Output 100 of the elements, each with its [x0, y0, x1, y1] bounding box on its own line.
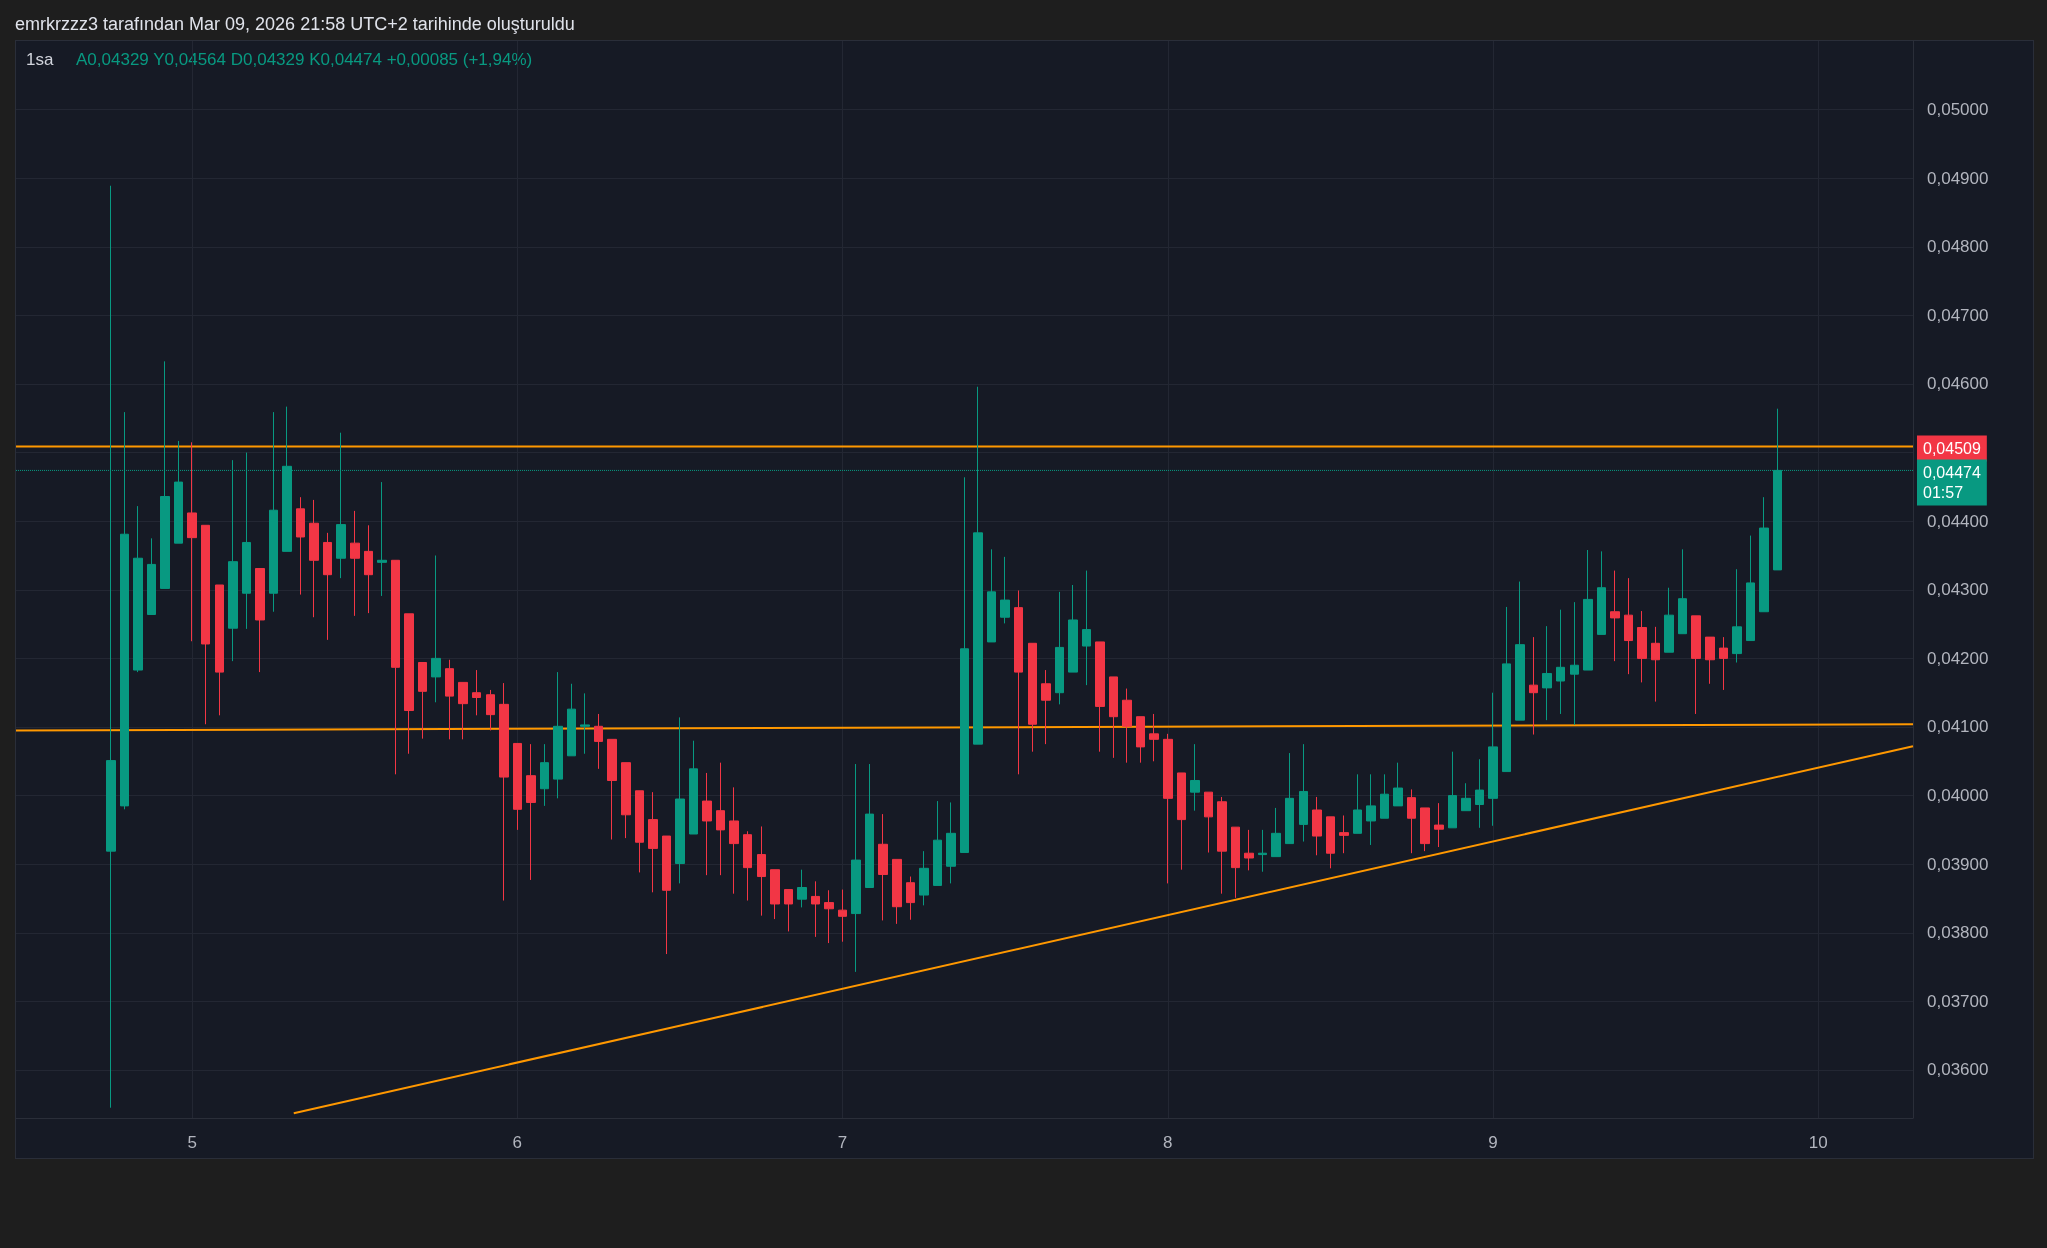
candlestick: [1637, 610, 1647, 683]
candlestick: [1719, 636, 1728, 691]
candlestick: [1231, 826, 1240, 899]
candlestick: [458, 681, 468, 740]
y-tick-label: 0,03800: [1927, 923, 1989, 943]
candlestick: [540, 743, 549, 807]
candlestick: [729, 786, 739, 895]
candlestick: [1122, 688, 1132, 764]
candlestick: [1095, 641, 1105, 753]
candlestick: [1353, 773, 1362, 834]
candlestick: [1461, 782, 1471, 812]
x-tick-label: 8: [1163, 1133, 1173, 1152]
candlestick: [404, 613, 414, 755]
candlestick: [1136, 716, 1145, 764]
x-tick-label: 5: [187, 1133, 197, 1152]
candlestick: [133, 505, 143, 673]
candlestick: [513, 742, 522, 831]
candlestick: [1163, 733, 1173, 884]
candlestick: [1177, 772, 1186, 871]
candlestick: [716, 762, 725, 876]
candlestick: [1068, 584, 1078, 673]
candlestick: [309, 499, 319, 618]
candlestick: [770, 869, 780, 920]
candlestick: [1028, 642, 1037, 753]
y-tick-label: 0,04900: [1927, 168, 1989, 188]
candlestick: [350, 510, 360, 617]
candlestick: [1014, 589, 1023, 775]
candlestick: [946, 801, 956, 884]
candlestick: [1149, 713, 1159, 762]
ref-line-label: 0,04509: [1923, 439, 1981, 457]
chart-title: emrkrzzz3 tarafından Mar 09, 2026 21:58 UTC+2 tarihinde oluşturuldu: [15, 14, 575, 35]
candlestick: [472, 669, 481, 716]
y-tick-label: 0,04800: [1927, 237, 1989, 257]
candlestick: [1691, 615, 1701, 715]
y-tick-label: 0,04200: [1927, 648, 1989, 668]
candlestick: [1759, 496, 1769, 613]
candlestick: [1041, 669, 1051, 745]
candlestick: [1271, 807, 1281, 858]
x-tick-label: 10: [1808, 1133, 1828, 1152]
candlestick: [919, 850, 929, 906]
candlestick: [1448, 751, 1457, 829]
y-tick-label: 0,05000: [1927, 100, 1989, 120]
candlestick: [567, 683, 576, 757]
candlestick: [1664, 587, 1674, 653]
candlestick: [784, 889, 793, 932]
candlestick: [1420, 807, 1430, 852]
candlestick: [1705, 636, 1715, 685]
candlestick: [1515, 581, 1525, 721]
candlestick: [838, 889, 847, 943]
candlestick: [757, 825, 766, 917]
candlestick: [1339, 814, 1349, 854]
candlestick: [1190, 743, 1200, 812]
candlestick: [1529, 636, 1538, 736]
candlestick: [1244, 829, 1254, 871]
y-tick-label: 0,04600: [1927, 374, 1989, 394]
candlestick: [865, 763, 874, 889]
candlestick: [811, 880, 820, 938]
candlestick: [1312, 796, 1322, 856]
ref-line-label: 0,04474 01:57: [1923, 463, 1981, 501]
candlestick: [878, 813, 888, 921]
x-tick-label: 7: [837, 1133, 848, 1152]
candlestick: [1570, 601, 1579, 726]
candlestick: [1610, 570, 1620, 662]
candlestick: [445, 659, 454, 740]
candlestick: [851, 763, 861, 973]
candlestick: [594, 713, 603, 770]
candlestick: [486, 689, 495, 731]
candlestick: [702, 772, 712, 876]
candlestick: [607, 738, 617, 840]
x-tick-label: 6: [512, 1133, 523, 1152]
candlestick: [1380, 773, 1389, 819]
candlestick: [1651, 626, 1660, 703]
candlestick: [1217, 796, 1227, 895]
candlestick: [1109, 676, 1118, 759]
candlestick: [1204, 791, 1213, 854]
candlestick: [1502, 606, 1511, 773]
candlestick: [1407, 788, 1416, 854]
candlestick: [580, 692, 590, 755]
candlestick: [1393, 762, 1403, 807]
candlestick: [364, 524, 373, 614]
candlestick: [499, 682, 509, 902]
candlestick: [255, 568, 265, 673]
candlestick: [147, 537, 156, 615]
candlestick: [1326, 816, 1335, 869]
candlestick: [1285, 752, 1294, 845]
candlestick: [648, 791, 658, 893]
candlestick: [1678, 548, 1687, 635]
candlestick: [323, 532, 332, 641]
candlestick: [526, 743, 536, 881]
candlestick: [1082, 570, 1091, 686]
candlestick: [1624, 577, 1633, 675]
candlestick: [797, 869, 807, 908]
candlestick: [431, 554, 441, 703]
text: 1sa: [26, 50, 54, 69]
candlestick: [391, 559, 400, 775]
candlestick: [1746, 535, 1755, 642]
candlestick: [1299, 743, 1308, 843]
y-tick-label: 0,04000: [1927, 786, 1989, 806]
candlestick: [1000, 556, 1010, 624]
x-tick-label: 9: [1488, 1133, 1498, 1152]
